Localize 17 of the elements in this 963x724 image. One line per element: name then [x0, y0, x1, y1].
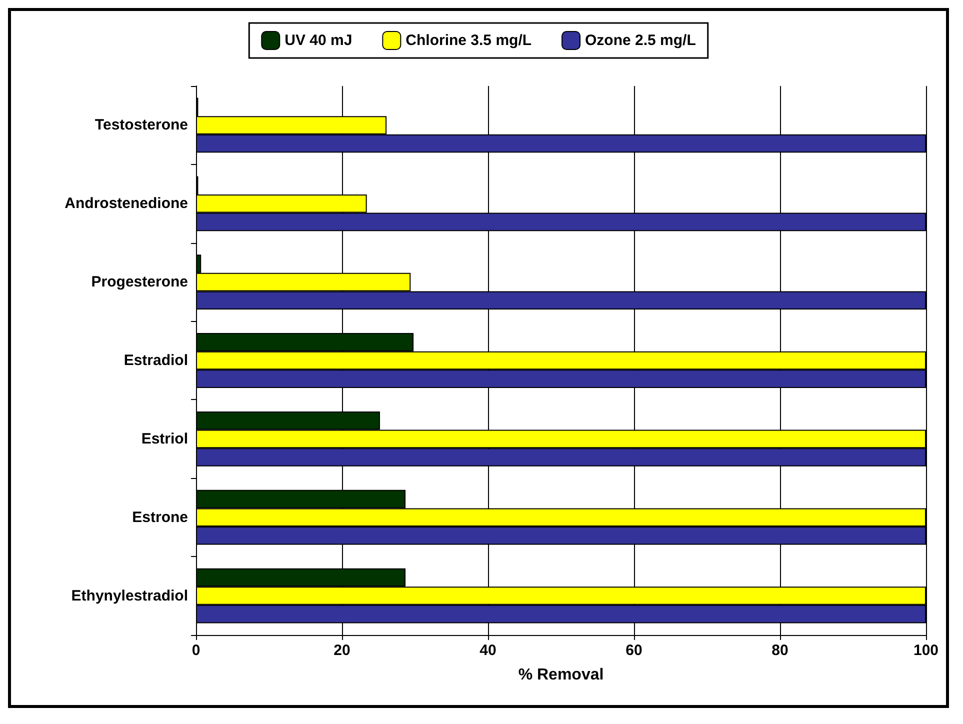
x-axis-title: % Removal	[518, 666, 604, 684]
y-tick-label: Estriol	[141, 430, 188, 448]
x-tick-label: 20	[334, 642, 350, 659]
y-tick-label: Estradiol	[124, 352, 188, 369]
y-tick-label: Estrone	[132, 508, 188, 526]
legend-label: Chlorine 3.5 mg/L	[406, 32, 532, 49]
x-tick-label: 80	[772, 642, 788, 659]
y-tick-label: Testosterone	[94, 116, 188, 134]
x-tick-label: 0	[192, 642, 200, 659]
legend-label: UV 40 mJ	[284, 32, 352, 49]
y-tick-label: Androstenedione	[64, 195, 188, 212]
y-tick-label: Progesterone	[91, 274, 188, 291]
x-tick-label: 60	[626, 642, 642, 659]
x-tick-label: 40	[480, 642, 496, 659]
legend-label: Ozone 2.5 mg/L	[585, 32, 696, 49]
y-tick-label: Ethynylestradiol	[71, 587, 188, 604]
x-tick-label: 100	[913, 642, 939, 659]
